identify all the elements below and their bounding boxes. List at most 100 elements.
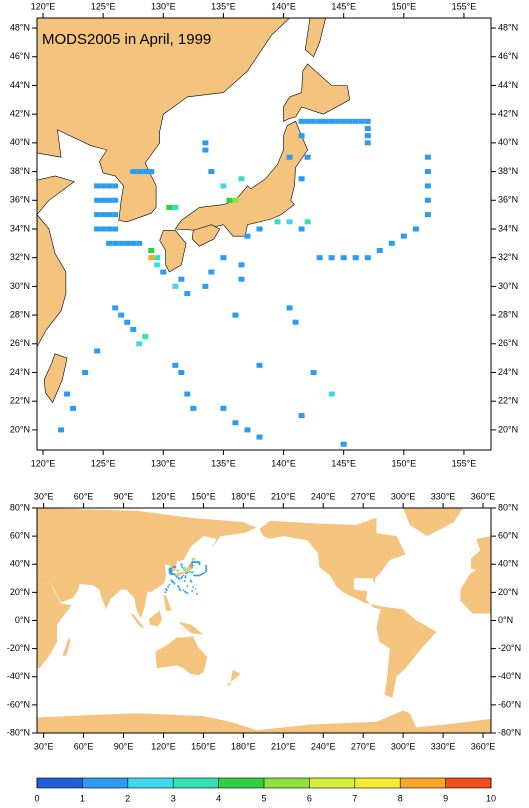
land <box>62 637 71 656</box>
data-cell <box>202 147 209 153</box>
data-cell <box>100 183 107 189</box>
y-tick-label: 20°N <box>498 424 518 434</box>
data-cell <box>226 197 233 203</box>
data-cell <box>205 566 207 568</box>
data-cell <box>183 590 186 593</box>
data-cell <box>190 405 197 411</box>
y-tick-label: 38°N <box>10 166 30 176</box>
data-cell <box>172 581 175 584</box>
x-tick-label: 240°E <box>311 491 336 501</box>
data-cell <box>358 118 365 124</box>
data-cell <box>191 590 193 592</box>
data-cell <box>173 583 175 585</box>
data-cell <box>177 585 180 588</box>
colorbar-tick-label: 8 <box>398 793 403 803</box>
data-cell <box>298 176 305 182</box>
data-cell <box>182 589 185 592</box>
data-cell <box>170 567 173 570</box>
data-cell <box>184 575 187 578</box>
data-cell <box>364 126 371 132</box>
data-cell <box>182 567 185 570</box>
x-tick-label: 130°E <box>151 1 176 11</box>
y-tick-label: -20°N <box>498 643 521 653</box>
data-cell <box>94 348 101 354</box>
colorbar-segment <box>400 778 446 788</box>
data-cell <box>182 574 185 577</box>
data-cell <box>184 576 187 579</box>
data-cell <box>238 262 245 268</box>
data-cell <box>184 391 191 397</box>
data-cell <box>191 566 193 569</box>
y-tick-label: 0°N <box>498 615 513 625</box>
data-cell <box>340 118 347 124</box>
x-tick-label: 330°E <box>431 741 456 751</box>
data-cell <box>180 563 183 566</box>
colorbar-segment <box>218 778 264 788</box>
data-cell <box>175 576 178 578</box>
data-cell <box>192 585 195 588</box>
y-tick-label: 42°N <box>498 109 518 119</box>
x-tick-label: 300°E <box>391 491 416 501</box>
x-tick-label: 135°E <box>211 458 236 468</box>
y-tick-label: -20°N <box>7 643 30 653</box>
y-tick-label: -40°N <box>498 671 521 681</box>
colorbar-segment <box>354 778 401 788</box>
colorbar-tick-label: 4 <box>216 793 221 803</box>
data-cell <box>202 283 209 289</box>
data-cell <box>364 118 371 124</box>
data-cell <box>154 255 161 261</box>
y-tick-label: -40°N <box>7 671 30 681</box>
x-tick-label: 120°E <box>151 741 176 751</box>
data-cell <box>160 269 167 275</box>
data-cell <box>244 233 251 239</box>
data-cell <box>322 118 329 124</box>
data-cell <box>424 183 431 189</box>
data-cell <box>340 255 347 261</box>
x-tick-label: 210°E <box>271 741 296 751</box>
land <box>130 613 145 629</box>
x-tick-label: 120°E <box>31 458 56 468</box>
land <box>155 636 208 676</box>
data-cell <box>188 571 191 573</box>
data-cell <box>170 569 173 571</box>
land <box>37 575 72 669</box>
colorbar-segment <box>309 778 355 788</box>
data-cell <box>58 427 65 433</box>
x-tick-label: 270°E <box>351 741 376 751</box>
data-cell <box>172 362 179 368</box>
data-cell <box>136 341 143 347</box>
x-tick-label: 130°E <box>151 458 176 468</box>
x-tick-label: 210°E <box>271 491 296 501</box>
data-cell <box>298 413 305 419</box>
data-cell <box>256 362 263 368</box>
x-tick-label: 90°E <box>114 491 134 501</box>
data-cell <box>364 133 371 139</box>
data-cell <box>352 118 359 124</box>
x-tick-label: 60°E <box>74 491 94 501</box>
data-cell <box>94 197 101 203</box>
data-cell <box>328 391 335 397</box>
y-tick-label: 60°N <box>10 531 30 541</box>
y-tick-label: -60°N <box>7 699 30 709</box>
land <box>148 610 163 627</box>
data-cell <box>148 169 155 175</box>
x-tick-label: 360°E <box>471 741 496 751</box>
x-tick-label: 180°E <box>231 491 256 501</box>
data-cell <box>364 140 371 146</box>
x-tick-label: 140°E <box>271 458 296 468</box>
x-tick-label: 60°E <box>74 741 94 751</box>
data-cell <box>304 219 311 225</box>
data-cell <box>202 572 205 575</box>
data-cell <box>154 262 161 268</box>
data-cell <box>310 118 317 124</box>
data-cell <box>304 154 311 160</box>
data-cell <box>186 592 189 594</box>
data-cell <box>184 566 187 569</box>
data-cell <box>142 169 149 175</box>
x-tick-label: 150°E <box>191 491 216 501</box>
y-tick-label: 24°N <box>498 367 518 377</box>
y-tick-label: 80°N <box>498 502 518 512</box>
data-cell <box>136 240 143 246</box>
x-tick-label: 150°E <box>191 741 216 751</box>
data-cell <box>208 269 215 275</box>
